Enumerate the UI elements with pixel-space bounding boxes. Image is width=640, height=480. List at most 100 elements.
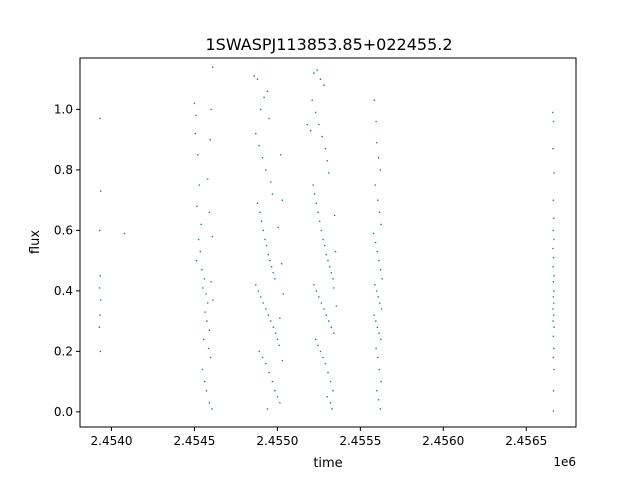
data-point	[328, 320, 330, 322]
data-point	[99, 299, 102, 301]
data-point	[379, 169, 382, 171]
data-point	[258, 144, 261, 147]
data-point	[194, 132, 197, 135]
data-point	[379, 408, 382, 410]
data-point	[380, 380, 382, 383]
data-point	[333, 332, 335, 335]
data-point	[256, 202, 259, 204]
y-tick-label: 0.4	[54, 284, 73, 298]
data-point	[206, 302, 209, 304]
data-point	[328, 265, 331, 268]
data-point	[312, 184, 314, 186]
data-point	[379, 268, 382, 271]
data-point	[260, 296, 262, 298]
data-point	[274, 278, 276, 280]
data-point	[253, 75, 255, 77]
x-tick-label: 2.4545	[173, 434, 215, 448]
y-tick-label: 0.6	[54, 223, 73, 237]
data-point	[271, 380, 274, 383]
data-point	[376, 326, 379, 329]
data-point	[268, 371, 270, 374]
data-point	[268, 117, 270, 120]
data-point	[269, 259, 271, 262]
data-point	[378, 332, 380, 335]
data-point	[376, 141, 378, 144]
data-point	[319, 78, 322, 80]
data-point	[553, 238, 555, 241]
y-tick-label: 0.2	[54, 344, 73, 358]
data-point	[279, 402, 281, 404]
data-point	[256, 78, 259, 80]
data-point	[553, 302, 555, 304]
data-point	[333, 214, 336, 217]
data-point	[98, 326, 101, 329]
y-tick-label: 0.8	[54, 163, 73, 177]
data-point	[553, 326, 555, 329]
data-point	[316, 69, 319, 71]
data-point	[197, 238, 200, 241]
data-point	[381, 278, 384, 280]
data-point	[327, 259, 329, 262]
data-point	[264, 238, 266, 241]
data-point	[206, 320, 208, 322]
data-point	[274, 389, 276, 392]
data-point	[201, 268, 203, 271]
data-point	[280, 262, 283, 265]
data-point	[98, 287, 101, 289]
data-point	[333, 287, 335, 289]
data-point	[553, 368, 555, 371]
data-point	[314, 338, 317, 341]
data-point	[198, 184, 201, 186]
x-axis-label: time	[313, 456, 342, 471]
data-point	[209, 356, 212, 359]
data-point	[317, 211, 319, 214]
data-point	[377, 199, 379, 201]
data-point	[326, 396, 329, 398]
data-point	[375, 320, 377, 322]
data-point	[320, 302, 323, 304]
data-point	[282, 293, 285, 295]
data-point	[208, 329, 211, 332]
data-point	[314, 111, 317, 114]
data-point	[332, 278, 334, 280]
data-point	[323, 84, 325, 86]
data-point	[376, 250, 379, 253]
data-point	[552, 314, 555, 316]
data-point	[260, 220, 263, 223]
data-point	[99, 275, 101, 277]
data-point	[281, 199, 284, 201]
data-point	[212, 299, 214, 301]
data-point	[552, 308, 554, 310]
data-point	[318, 123, 320, 126]
x-tick-label: 2.4555	[339, 434, 381, 448]
data-point	[377, 356, 379, 359]
data-point	[193, 102, 196, 105]
data-point	[203, 380, 206, 383]
data-point	[315, 290, 318, 292]
data-point	[380, 338, 382, 341]
data-point	[311, 99, 314, 102]
data-point	[380, 308, 383, 310]
x-axis-ticks: 2.4540 2.4545 2.4550 2.4555 2.4560 2.4565	[91, 427, 547, 448]
data-point	[266, 408, 269, 410]
data-point	[207, 347, 210, 350]
data-point	[208, 211, 211, 214]
data-point	[202, 287, 204, 289]
data-point	[374, 284, 376, 286]
data-point	[552, 256, 555, 259]
data-point	[377, 399, 380, 401]
data-point	[210, 108, 212, 111]
data-point	[335, 305, 338, 307]
data-point	[208, 402, 211, 404]
data-point	[258, 350, 261, 353]
data-point	[276, 338, 279, 341]
data-point	[552, 320, 554, 322]
data-point	[313, 72, 315, 74]
data-point	[262, 229, 265, 232]
data-point	[313, 193, 316, 195]
data-point	[552, 389, 555, 392]
data-point	[309, 129, 312, 132]
data-point	[322, 356, 324, 359]
y-axis-ticks: 0.0 0.2 0.4 0.6 0.8 1.0	[54, 102, 80, 419]
data-point	[261, 157, 264, 159]
